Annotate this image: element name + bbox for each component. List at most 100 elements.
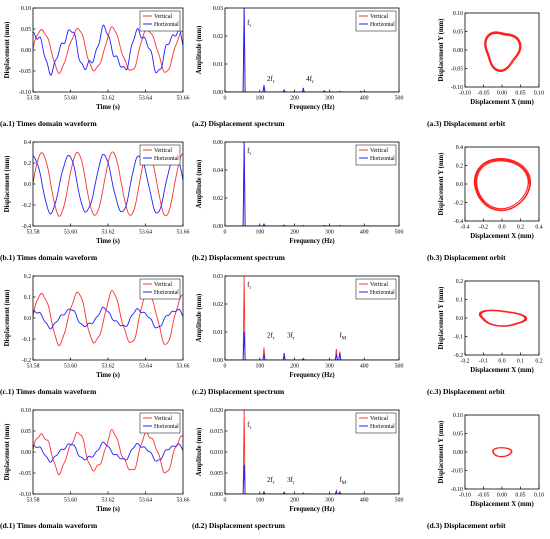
plot-area xyxy=(33,290,183,347)
y-tick-label: 0.02 xyxy=(213,302,223,308)
y-tick-label: 0.0 xyxy=(456,182,463,188)
plot-frame xyxy=(224,275,400,361)
legend-label-horizontal: Horizontal xyxy=(370,424,395,430)
legend-label-vertical: Vertical xyxy=(154,416,172,422)
peak-annotation: fM xyxy=(339,332,346,342)
y-tick-label: 0.02 xyxy=(213,196,223,202)
x-tick-label: -0.2 xyxy=(479,225,488,231)
y-tick-label: 0.10 xyxy=(21,408,31,414)
x-axis-label: Frequency (Hz) xyxy=(289,238,334,245)
plot-frame xyxy=(224,7,400,93)
x-tick-label: 53.60 xyxy=(64,364,77,370)
annotation-subscript: r xyxy=(249,152,251,157)
x-tick-label: 53.64 xyxy=(139,230,152,236)
annotation-main: 4f xyxy=(306,75,313,83)
x-tick-label: 53.66 xyxy=(176,498,189,504)
x-tick-label: 0.00 xyxy=(497,91,507,97)
annotation-main: 3f xyxy=(287,332,294,340)
y-tick-label: 0.2 xyxy=(24,274,31,280)
series-line-vertical xyxy=(33,429,183,476)
y-tick-label: -0.2 xyxy=(454,201,463,207)
x-tick-label: 53.64 xyxy=(139,96,152,102)
series-line-vertical xyxy=(33,290,183,347)
x-tick-label: 0.2 xyxy=(517,225,524,231)
x-tick-label: 0.00 xyxy=(497,493,507,499)
x-tick-label: 0.0 xyxy=(498,225,505,231)
y-tick-label: 0.01 xyxy=(213,330,223,336)
y-tick-label: 0.2 xyxy=(456,279,463,285)
x-tick-label: 500 xyxy=(395,498,404,504)
y-tick-label: -0.10 xyxy=(451,85,463,91)
panel-caption: (d.2) Displacement spectrum xyxy=(192,521,286,530)
peak-annotation: 2fr xyxy=(267,75,275,85)
y-axis-label: Displacement (mm) xyxy=(4,424,11,481)
annotation-main: f xyxy=(247,19,250,27)
y-tick-label: 0.0 xyxy=(24,182,31,188)
peak-annotation: fr xyxy=(247,147,251,157)
series-line-horizontal xyxy=(33,441,183,463)
y-tick-label: 0.05 xyxy=(453,30,463,36)
y-tick-label: 0.0 xyxy=(24,316,31,322)
x-tick-label: 53.62 xyxy=(101,364,114,370)
y-tick-label: 0.02 xyxy=(213,34,223,40)
y-tick-label: -0.05 xyxy=(19,69,31,75)
legend-label-horizontal: Horizontal xyxy=(154,290,179,296)
x-tick-label: -0.4 xyxy=(460,225,469,231)
legend: Vertical Horizontal xyxy=(355,278,397,300)
x-tick-label: 53.66 xyxy=(176,230,189,236)
plot-area xyxy=(33,151,183,217)
plot-frame xyxy=(464,12,540,88)
y-tick-label: 0.000 xyxy=(210,492,223,498)
x-axis-label: Frequency (Hz) xyxy=(289,506,334,513)
peak-annotation: 4fr xyxy=(306,75,314,85)
x-tick-label: 53.64 xyxy=(139,364,152,370)
x-tick-label: 0.1 xyxy=(517,359,524,365)
x-tick-label: 300 xyxy=(325,498,334,504)
y-axis-label: Displacement Y (mm) xyxy=(438,287,445,350)
x-axis-label: Frequency (Hz) xyxy=(289,372,334,379)
panel-caption: (a.1) Times domain waveform xyxy=(0,119,97,128)
spectrum-series-horizontal xyxy=(225,331,399,360)
annotation-subscript: M xyxy=(342,481,347,486)
legend-label-vertical: Vertical xyxy=(154,14,172,20)
panel-d1: 53.58 53.60 53.62 53.64 53.66 -0.10 -0.05 0.00 0… xyxy=(0,408,190,530)
x-tick-label: 400 xyxy=(360,364,369,370)
spectrum-series-horizontal xyxy=(225,464,399,494)
panel-d3: -0.10 -0.05 0.00 0.05 0.10 -0.10 -0.05 0.00 0.05… xyxy=(427,413,544,530)
peak-annotation: fr xyxy=(247,19,251,29)
x-tick-label: 53.62 xyxy=(101,230,114,236)
y-tick-label: 0.03 xyxy=(213,274,223,280)
peak-annotation: fr xyxy=(247,281,251,291)
y-tick-label: -0.10 xyxy=(451,487,463,493)
y-tick-label: -0.2 xyxy=(22,358,31,364)
series-line-horizontal xyxy=(33,306,183,330)
y-tick-label: 0.04 xyxy=(213,168,223,174)
y-tick-label: 0.4 xyxy=(24,140,31,146)
y-tick-label: 0.015 xyxy=(210,429,223,435)
peak-annotation: 3fr xyxy=(287,332,295,342)
annotation-main: f xyxy=(339,476,342,484)
y-tick-label: 0.020 xyxy=(210,408,223,414)
annotation-subscript: r xyxy=(293,337,295,342)
panel-c2: 0 100 200 300 400 500 0.00 0.01 0.02 0.03 Frequenc… xyxy=(192,274,403,396)
x-tick-label: 0.0 xyxy=(498,359,505,365)
peak-annotation: 2fr xyxy=(267,332,275,342)
x-tick-label: 53.60 xyxy=(64,230,77,236)
annotation-subscript: r xyxy=(249,426,251,431)
x-tick-label: 0.10 xyxy=(534,91,544,97)
x-tick-label: 53.58 xyxy=(26,230,39,236)
y-tick-label: -0.1 xyxy=(454,335,463,341)
y-tick-label: 0.010 xyxy=(210,450,223,456)
x-axis-label: Displacement X (mm) xyxy=(470,501,533,508)
y-tick-label: 0.1 xyxy=(24,295,31,301)
y-tick-label: 0.06 xyxy=(213,140,223,146)
panel-b3: -0.4 -0.2 0.0 0.2 0.4-0.4-0.20.00.20.4Displa… xyxy=(427,145,543,262)
panel-c1: 53.58 53.60 53.62 53.64 53.66 -0.2 -0.1 0.0 0.1 0… xyxy=(0,274,190,396)
legend-label-horizontal: Horizontal xyxy=(154,424,179,430)
y-axis-label: Amplitude (mm) xyxy=(196,26,203,75)
y-tick-label: -0.4 xyxy=(22,224,31,230)
plot-area xyxy=(484,31,522,73)
x-axis-label: Time (s) xyxy=(96,104,120,111)
annotation-subscript: r xyxy=(249,24,251,29)
annotation-main: 3f xyxy=(287,476,294,484)
